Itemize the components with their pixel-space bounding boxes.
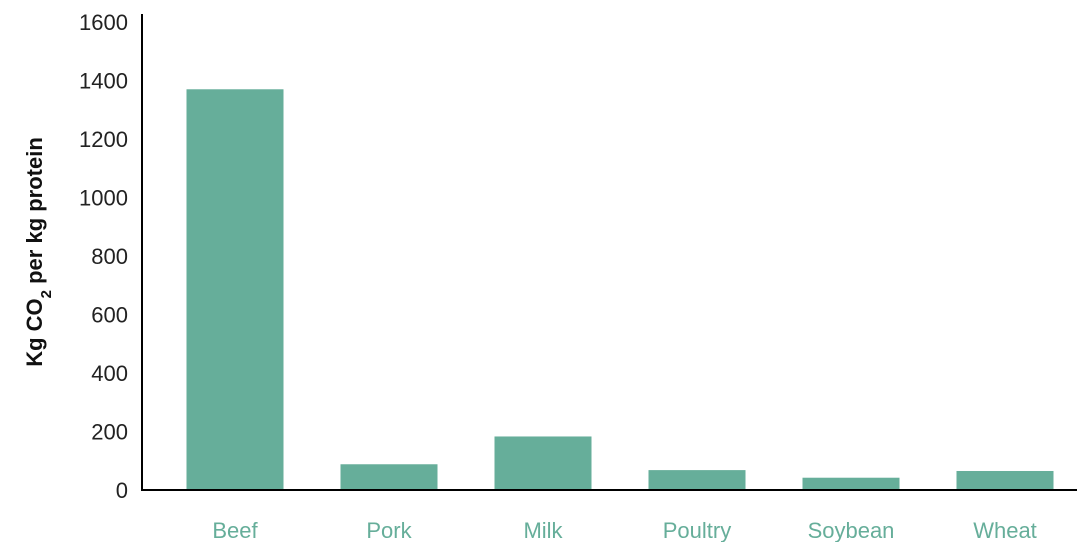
bar-pork	[340, 464, 438, 490]
category-label-poultry: Poultry	[663, 518, 731, 542]
y-tick-labels: 0 200 400 600 800 1000 1200 1400 1600	[79, 10, 128, 503]
y-tick-label: 800	[91, 244, 128, 269]
y-axis-title-main: Kg CO	[22, 298, 47, 366]
category-label-soybean: Soybean	[808, 518, 895, 542]
y-tick-label: 600	[91, 303, 128, 328]
y-tick-label: 200	[91, 420, 128, 445]
y-tick-label: 1600	[79, 10, 128, 35]
category-label-pork: Pork	[366, 518, 412, 542]
y-tick-label: 0	[116, 478, 128, 503]
category-label-wheat: Wheat	[973, 518, 1037, 542]
bars	[186, 89, 1054, 491]
bar-beef	[186, 89, 284, 491]
y-tick-label: 400	[91, 361, 128, 386]
y-axis-title-rest: per kg protein	[22, 137, 47, 290]
y-axis-title-subscript: 2	[38, 290, 55, 298]
bar-poultry	[648, 470, 746, 490]
y-axis-title: Kg CO2 per kg protein	[22, 137, 55, 367]
y-tick-label: 1400	[79, 69, 128, 94]
y-tick-label: 1000	[79, 186, 128, 211]
bar-milk	[494, 436, 592, 490]
y-tick-label: 1200	[79, 127, 128, 152]
category-labels: Beef Pork Milk Poultry Soybean Wheat	[212, 518, 1036, 542]
category-label-beef: Beef	[212, 518, 258, 542]
bar-wheat	[956, 470, 1054, 490]
bar-soybean	[802, 477, 900, 490]
category-label-milk: Milk	[523, 518, 563, 542]
y-axis-title-group: Kg CO2 per kg protein	[22, 137, 55, 367]
